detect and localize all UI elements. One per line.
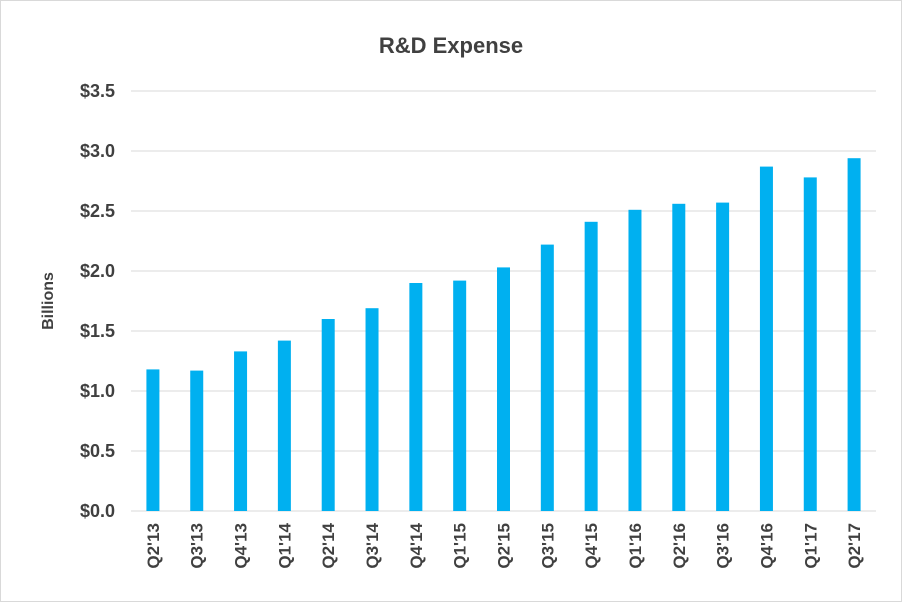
x-tick-label: Q2'17 xyxy=(845,523,864,569)
bar xyxy=(803,177,817,511)
x-tick-label: Q1'16 xyxy=(626,523,645,569)
bar xyxy=(409,283,423,511)
x-tick-label: Q3'14 xyxy=(363,522,382,568)
x-tick-label: Q2'15 xyxy=(495,523,514,569)
y-tick-label: $0.0 xyxy=(80,501,115,521)
bar xyxy=(277,340,291,511)
bar xyxy=(716,202,730,511)
x-tick-label: Q1'17 xyxy=(801,523,820,569)
x-tick-label: Q4'13 xyxy=(232,523,251,569)
x-axis-ticks: Q2'13 Q3'13 Q4'13 Q1'14 Q2'14 Q3'14 Q4'14 Q1'15… xyxy=(144,522,864,568)
y-tick-label: $2.5 xyxy=(80,201,115,221)
bar xyxy=(321,319,335,511)
x-tick-label: Q4'14 xyxy=(407,522,426,568)
x-tick-label: Q1'14 xyxy=(275,522,294,568)
bar xyxy=(759,166,773,511)
x-tick-label: Q2'14 xyxy=(319,522,338,568)
bar xyxy=(672,203,686,512)
y-tick-label: $2.0 xyxy=(80,261,115,281)
y-tick-label: $3.5 xyxy=(80,81,115,101)
y-tick-label: $1.5 xyxy=(80,321,115,341)
x-tick-label: Q3'15 xyxy=(538,523,557,569)
bar xyxy=(847,158,861,511)
x-tick-label: Q4'15 xyxy=(582,523,601,569)
bar xyxy=(497,267,510,511)
bar xyxy=(365,308,379,511)
chart-title: R&D Expense xyxy=(379,33,523,58)
x-tick-label: Q3'16 xyxy=(714,523,733,569)
x-tick-label: Q4'16 xyxy=(757,523,776,569)
bar xyxy=(190,370,204,511)
bar xyxy=(453,280,467,511)
y-tick-label: $1.0 xyxy=(80,381,115,401)
x-tick-label: Q1'15 xyxy=(451,523,470,569)
y-axis-ticks: $0.0 $0.5 $1.0 $1.5 $2.0 $2.5 $3.0 $3.5 xyxy=(80,81,115,521)
x-tick-label: Q3'13 xyxy=(188,523,207,569)
bar xyxy=(540,244,554,511)
bar xyxy=(584,221,598,512)
bar xyxy=(628,209,642,512)
bars xyxy=(146,158,861,512)
y-tick-label: $3.0 xyxy=(80,141,115,161)
bar xyxy=(146,369,160,511)
bar xyxy=(234,351,248,511)
x-tick-label: Q2'13 xyxy=(144,523,163,569)
y-tick-label: $0.5 xyxy=(80,441,115,461)
x-tick-label: Q2'16 xyxy=(670,523,689,569)
y-axis-label: Billions xyxy=(40,272,57,330)
